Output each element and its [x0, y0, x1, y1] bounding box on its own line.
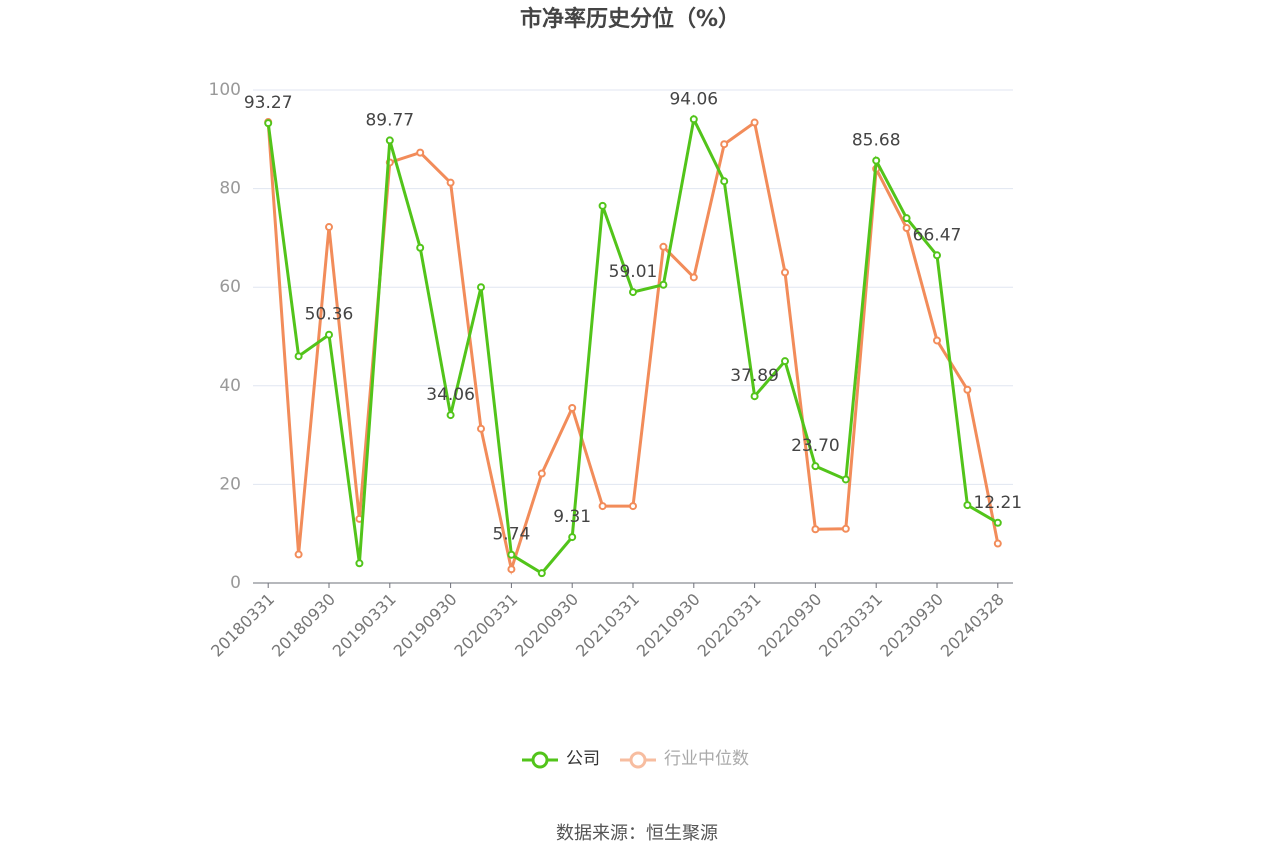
- point: [568, 403, 577, 412]
- point: [477, 424, 485, 433]
- data-label: 50.36: [305, 305, 354, 325]
- x-tick-label: 20230930: [876, 590, 947, 661]
- point: [446, 178, 455, 187]
- point: [963, 501, 972, 510]
- point: [629, 502, 637, 511]
- point: [963, 385, 972, 394]
- data-label: 34.06: [426, 385, 475, 405]
- x-tick-label: 20200331: [450, 590, 521, 661]
- point: [872, 156, 881, 165]
- x-tick-label: 20220331: [694, 590, 765, 661]
- point: [598, 502, 607, 511]
- legend-label: 行业中位数: [664, 749, 749, 769]
- y-tick-label: 0: [230, 573, 241, 593]
- point: [902, 214, 911, 223]
- point: [841, 475, 850, 484]
- point: [781, 268, 789, 277]
- data-label: 5.74: [492, 525, 530, 545]
- data-label: 59.01: [609, 262, 658, 282]
- data-label: 37.89: [730, 366, 779, 386]
- point: [294, 352, 303, 361]
- point: [507, 550, 516, 559]
- data-label: 66.47: [913, 225, 962, 245]
- data-label: 93.27: [244, 93, 293, 113]
- point: [750, 118, 759, 127]
- x-tick-label: 20240328: [937, 590, 1008, 661]
- point: [689, 273, 698, 282]
- point: [811, 525, 820, 534]
- y-tick-label: 60: [219, 277, 241, 297]
- point: [325, 330, 333, 339]
- y-tick-label: 80: [219, 179, 241, 199]
- point: [416, 243, 425, 252]
- point: [537, 469, 546, 478]
- point: [568, 533, 577, 542]
- point: [416, 148, 425, 157]
- point: [659, 280, 668, 289]
- point: [933, 251, 941, 260]
- point: [355, 559, 364, 568]
- x-tick-label: 20210331: [572, 590, 643, 661]
- legend-marker: [531, 751, 549, 769]
- point: [537, 569, 546, 578]
- point: [629, 288, 637, 297]
- point: [933, 336, 941, 345]
- point: [750, 392, 759, 401]
- y-tick-label: 40: [219, 376, 241, 396]
- data-label: 23.70: [791, 436, 840, 456]
- point: [993, 518, 1002, 527]
- point: [720, 140, 729, 149]
- point: [385, 136, 394, 145]
- data-label: 89.77: [365, 110, 414, 130]
- chart-title: 市净率历史分位（%）: [520, 6, 740, 32]
- x-tick-label: 20210930: [633, 590, 704, 661]
- point: [507, 565, 516, 574]
- legend-marker: [629, 751, 647, 769]
- point: [689, 115, 698, 124]
- point: [598, 201, 607, 210]
- x-tick-label: 20220930: [754, 590, 825, 661]
- data-label: 85.68: [852, 131, 901, 151]
- y-tick-label: 20: [219, 474, 241, 494]
- x-tick-label: 20230331: [815, 590, 886, 661]
- x-tick-label: 20180331: [207, 590, 278, 661]
- point: [720, 177, 729, 186]
- point: [993, 539, 1002, 548]
- point: [811, 462, 820, 471]
- legend-label: 公司: [566, 749, 600, 769]
- x-tick-label: 20190930: [390, 590, 461, 661]
- x-tick-label: 20190331: [329, 590, 400, 661]
- point: [781, 357, 789, 366]
- point: [325, 223, 333, 232]
- source: 数据来源：恒生聚源: [556, 823, 718, 844]
- point: [264, 119, 273, 128]
- point: [294, 550, 303, 559]
- x-tick-label: 20200930: [511, 590, 582, 661]
- y-tick-label: 100: [209, 80, 241, 100]
- data-label: 94.06: [669, 89, 718, 109]
- point: [841, 524, 850, 533]
- point: [659, 242, 668, 251]
- data-label: 12.21: [973, 493, 1022, 513]
- point: [477, 283, 485, 292]
- point: [902, 224, 911, 233]
- x-tick-label: 20180930: [268, 590, 339, 661]
- data-label: 9.31: [553, 507, 591, 527]
- point: [446, 411, 455, 420]
